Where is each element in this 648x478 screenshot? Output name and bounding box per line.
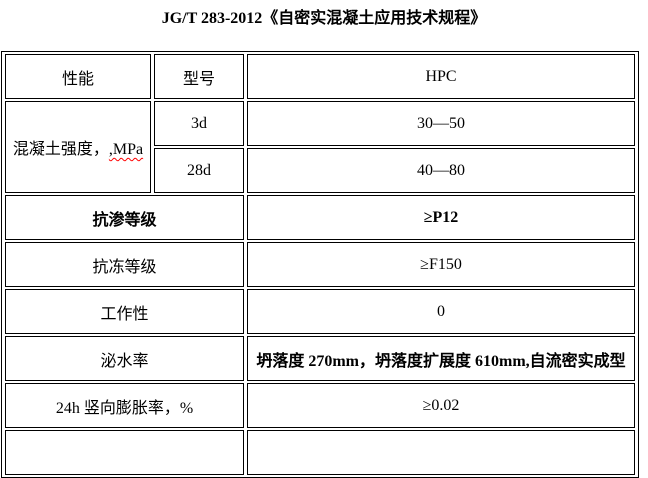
document-title: JG/T 283-2012《自密实混凝土应用技术规程》 (161, 10, 487, 27)
workability-value-cell: 0 (247, 289, 635, 334)
frost-label-cell: 抗冻等级 (5, 242, 244, 287)
header-model-cell: 型号 (154, 54, 244, 99)
strength-28d-age-cell: 28d (154, 148, 244, 193)
frost-resistance-row: 抗冻等级 ≥F150 (5, 242, 635, 287)
strength-3d-age-cell: 3d (154, 101, 244, 146)
strength-label-cell: 混凝土强度，,MPa (5, 101, 151, 193)
workability-label-cell: 工作性 (5, 289, 244, 334)
impermeability-label-cell: 抗渗等级 (5, 195, 244, 240)
impermeability-value-cell: ≥P12 (247, 195, 635, 240)
strength-28d-value-cell: 40—80 (247, 148, 635, 193)
strength-3d-row: 混凝土强度，,MPa 3d 30—50 (5, 101, 635, 193)
frost-value-cell: ≥F150 (247, 242, 635, 287)
partial-value-cell (247, 430, 635, 475)
expansion-value-cell: ≥0.02 (247, 383, 635, 428)
spec-table: 性能 型号 HPC 混凝土强度，,MPa 3d 30—50 28d 40—80 … (1, 51, 639, 478)
header-performance-cell: 性能 (5, 54, 151, 99)
header-row: 性能 型号 HPC (5, 54, 635, 99)
strength-label-text: 混凝土强度， (12, 141, 109, 158)
workability-row: 工作性 0 (5, 289, 635, 334)
expansion-label-cell: 24h 竖向膨胀率，% (5, 383, 244, 428)
partial-label-cell (5, 430, 244, 475)
header-hpc-cell: HPC (247, 54, 635, 99)
strength-28d-row: 28d 40—80 (5, 148, 635, 193)
vertical-expansion-row: 24h 竖向膨胀率，% ≥0.02 (5, 383, 635, 428)
bleeding-rate-row: 泌水率 坍落度 270mm，坍落度扩展度 610mm,自流密实成型 (5, 336, 635, 381)
bleeding-label-cell: 泌水率 (5, 336, 244, 381)
impermeability-row: 抗渗等级 ≥P12 (5, 195, 635, 240)
partial-bottom-row (5, 430, 635, 475)
bleeding-value-cell: 坍落度 270mm，坍落度扩展度 610mm,自流密实成型 (247, 336, 635, 381)
strength-unit-text: ,MPa (108, 141, 144, 158)
strength-3d-value-cell: 30—50 (247, 101, 635, 146)
